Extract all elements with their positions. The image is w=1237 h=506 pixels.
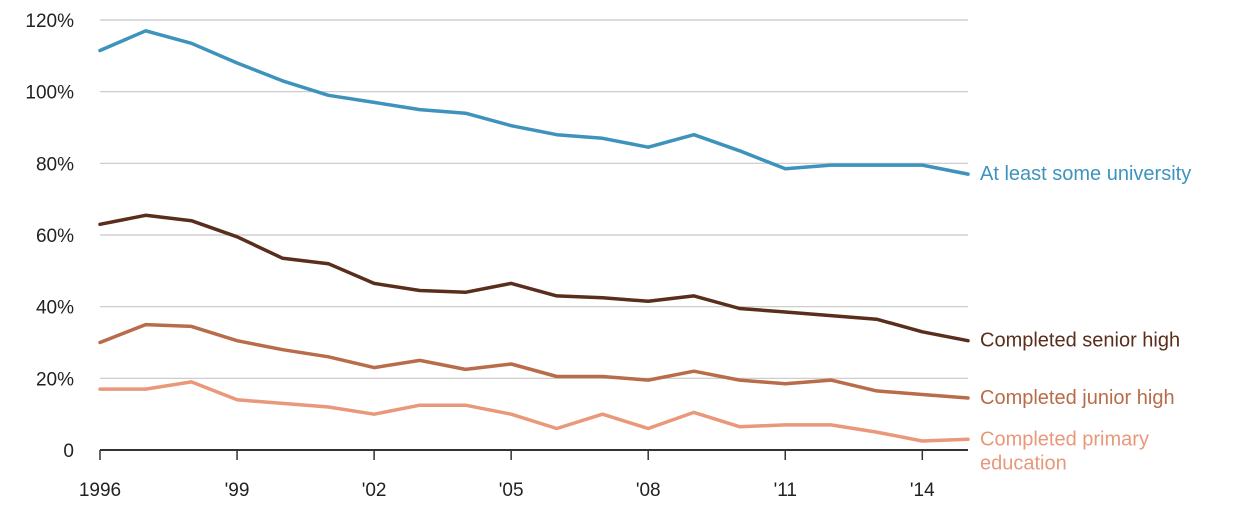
x-tick-label: 1996: [79, 480, 121, 501]
gridlines: [100, 19, 968, 451]
y-tick-label: 20%: [36, 369, 74, 390]
series-label-1: Completed senior high: [980, 330, 1180, 352]
series-label-0: At least some university: [980, 163, 1191, 185]
y-tick-label: 80%: [36, 154, 74, 175]
x-tick-label: '99: [225, 480, 250, 501]
x-tick-label: '14: [910, 480, 935, 501]
x-tick-label: '05: [499, 480, 524, 501]
series-labels: At least some university Completed senior…: [980, 163, 1191, 474]
x-tick-label: '11: [774, 480, 797, 501]
series-line-3: [98, 380, 970, 443]
series-line-1: [98, 213, 970, 343]
y-tick-label: 100%: [25, 83, 74, 104]
series-label-3: Completed primary education: [980, 428, 1149, 474]
series-lines: [98, 29, 970, 443]
series-label-2: Completed junior high: [980, 387, 1175, 409]
x-tick-label: '02: [362, 480, 387, 501]
x-axis: 1996 '99 '02 '05 '08 '11 '14: [79, 450, 935, 501]
series-line-2: [98, 322, 970, 400]
y-axis-ticks: 0 20% 40% 60% 80% 100% 120%: [25, 11, 74, 462]
x-tick-label: '08: [636, 480, 661, 501]
y-tick-label: 120%: [25, 11, 74, 32]
y-tick-label: 60%: [36, 226, 74, 247]
y-tick-label: 40%: [36, 298, 74, 319]
y-tick-label: 0: [63, 441, 74, 462]
series-line-0: [98, 29, 970, 176]
